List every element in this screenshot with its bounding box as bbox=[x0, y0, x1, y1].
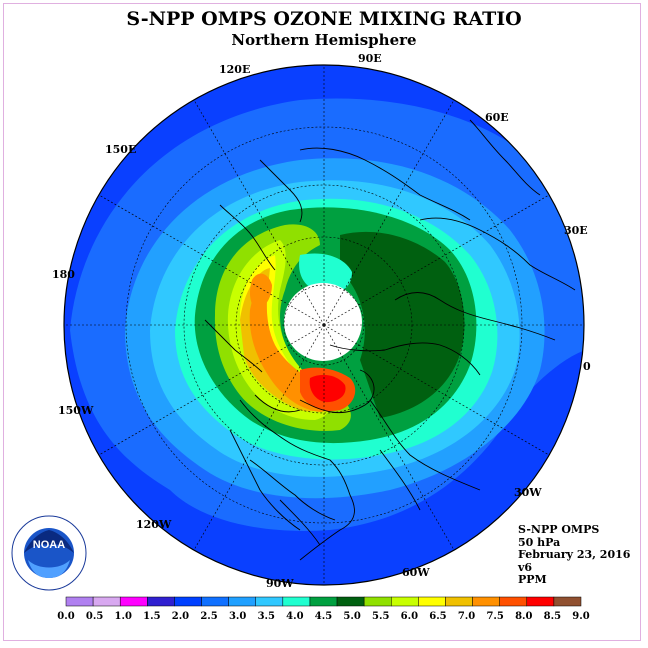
lon-label-150e: 150E bbox=[105, 143, 136, 156]
colorbar-label: 4.5 bbox=[315, 611, 332, 622]
polar-no-data-cap bbox=[284, 283, 362, 361]
colorbar-swatch bbox=[526, 596, 555, 607]
lon-label-150w: 150W bbox=[58, 404, 94, 417]
contour-band-8-5 bbox=[309, 374, 346, 403]
lon-label-30w: 30W bbox=[514, 486, 542, 499]
colorbar-label: 9.0 bbox=[572, 611, 589, 622]
colorbar-swatch bbox=[255, 596, 284, 607]
colorbar-swatch bbox=[282, 596, 311, 607]
lon-label-90w: 90W bbox=[266, 577, 294, 590]
info-level: 50 hPa bbox=[518, 535, 561, 549]
colorbar-label: 3.5 bbox=[258, 611, 275, 622]
colorbar-swatch bbox=[553, 596, 582, 607]
info-instrument: S-NPP OMPS bbox=[518, 523, 600, 536]
colorbar-swatch bbox=[92, 596, 121, 607]
colorbar-swatch bbox=[445, 596, 473, 607]
colorbar-label: 2.0 bbox=[172, 611, 189, 622]
colorbar-swatch bbox=[472, 596, 500, 607]
colorbar-label: 8.5 bbox=[544, 611, 561, 622]
map-title: S-NPP OMPS OZONE MIXING RATIO bbox=[126, 8, 522, 30]
colorbar-swatch bbox=[391, 596, 419, 607]
colorbar-label: 7.5 bbox=[486, 611, 503, 622]
colorbar-swatch bbox=[174, 596, 202, 607]
colorbar-swatch bbox=[309, 596, 338, 607]
info-date: February 23, 2016 bbox=[518, 548, 631, 561]
colorbar-label: 7.0 bbox=[458, 611, 475, 622]
lon-label-30e: 30E bbox=[564, 224, 588, 237]
figure-frame bbox=[3, 3, 641, 641]
contour-band-5-0 bbox=[340, 231, 465, 418]
noaa-logo: NOAA bbox=[11, 515, 87, 591]
colorbar-swatch bbox=[201, 596, 229, 607]
contour-band-7-5 bbox=[249, 277, 336, 412]
map-subtitle: Northern Hemisphere bbox=[231, 31, 417, 49]
map-info: S-NPP OMPS 50 hPa February 23, 2016 v6 P… bbox=[518, 523, 631, 587]
lon-label-60e: 60E bbox=[485, 111, 509, 124]
colorbar-label: 3.0 bbox=[229, 611, 246, 622]
info-units: PPM bbox=[518, 573, 547, 586]
lon-label-180: 180 bbox=[52, 268, 75, 281]
colorbar-swatch bbox=[418, 596, 446, 607]
colorbar-swatch bbox=[147, 596, 175, 607]
colorbar-swatch bbox=[65, 596, 94, 607]
colorbar-label: 5.5 bbox=[372, 611, 389, 622]
colorbar-label: 2.5 bbox=[200, 611, 217, 622]
colorbar-label: 1.5 bbox=[143, 611, 160, 622]
colorbar-label: 8.0 bbox=[515, 611, 532, 622]
contour-band-7-5-west bbox=[249, 273, 272, 309]
lon-label-120e: 120E bbox=[219, 63, 250, 76]
colorbar-label: 5.0 bbox=[343, 611, 360, 622]
contour-band-4-0-inner bbox=[299, 253, 352, 294]
noaa-logo-text: NOAA bbox=[33, 539, 65, 551]
colorbar-swatch bbox=[336, 596, 365, 607]
lon-label-120w: 120W bbox=[136, 518, 172, 531]
lon-label-60w: 60W bbox=[402, 566, 430, 579]
colorbar-label: 4.0 bbox=[286, 611, 303, 622]
info-version: v6 bbox=[518, 560, 533, 574]
colorbar-swatch bbox=[119, 596, 148, 607]
colorbar-label: 0.5 bbox=[86, 611, 103, 622]
colorbar-swatch bbox=[499, 596, 528, 607]
colorbar-label: 1.0 bbox=[115, 611, 132, 622]
colorbar-label: 0.0 bbox=[57, 611, 74, 622]
colorbar-swatch bbox=[363, 596, 392, 607]
colorbar-label: 6.0 bbox=[401, 611, 418, 622]
coastlines bbox=[204, 119, 576, 561]
colorbar-swatch bbox=[228, 596, 256, 607]
colorbar-label: 6.5 bbox=[429, 611, 446, 622]
lon-label-90e: 90E bbox=[358, 52, 382, 65]
lon-label-0: 0 bbox=[583, 360, 591, 373]
